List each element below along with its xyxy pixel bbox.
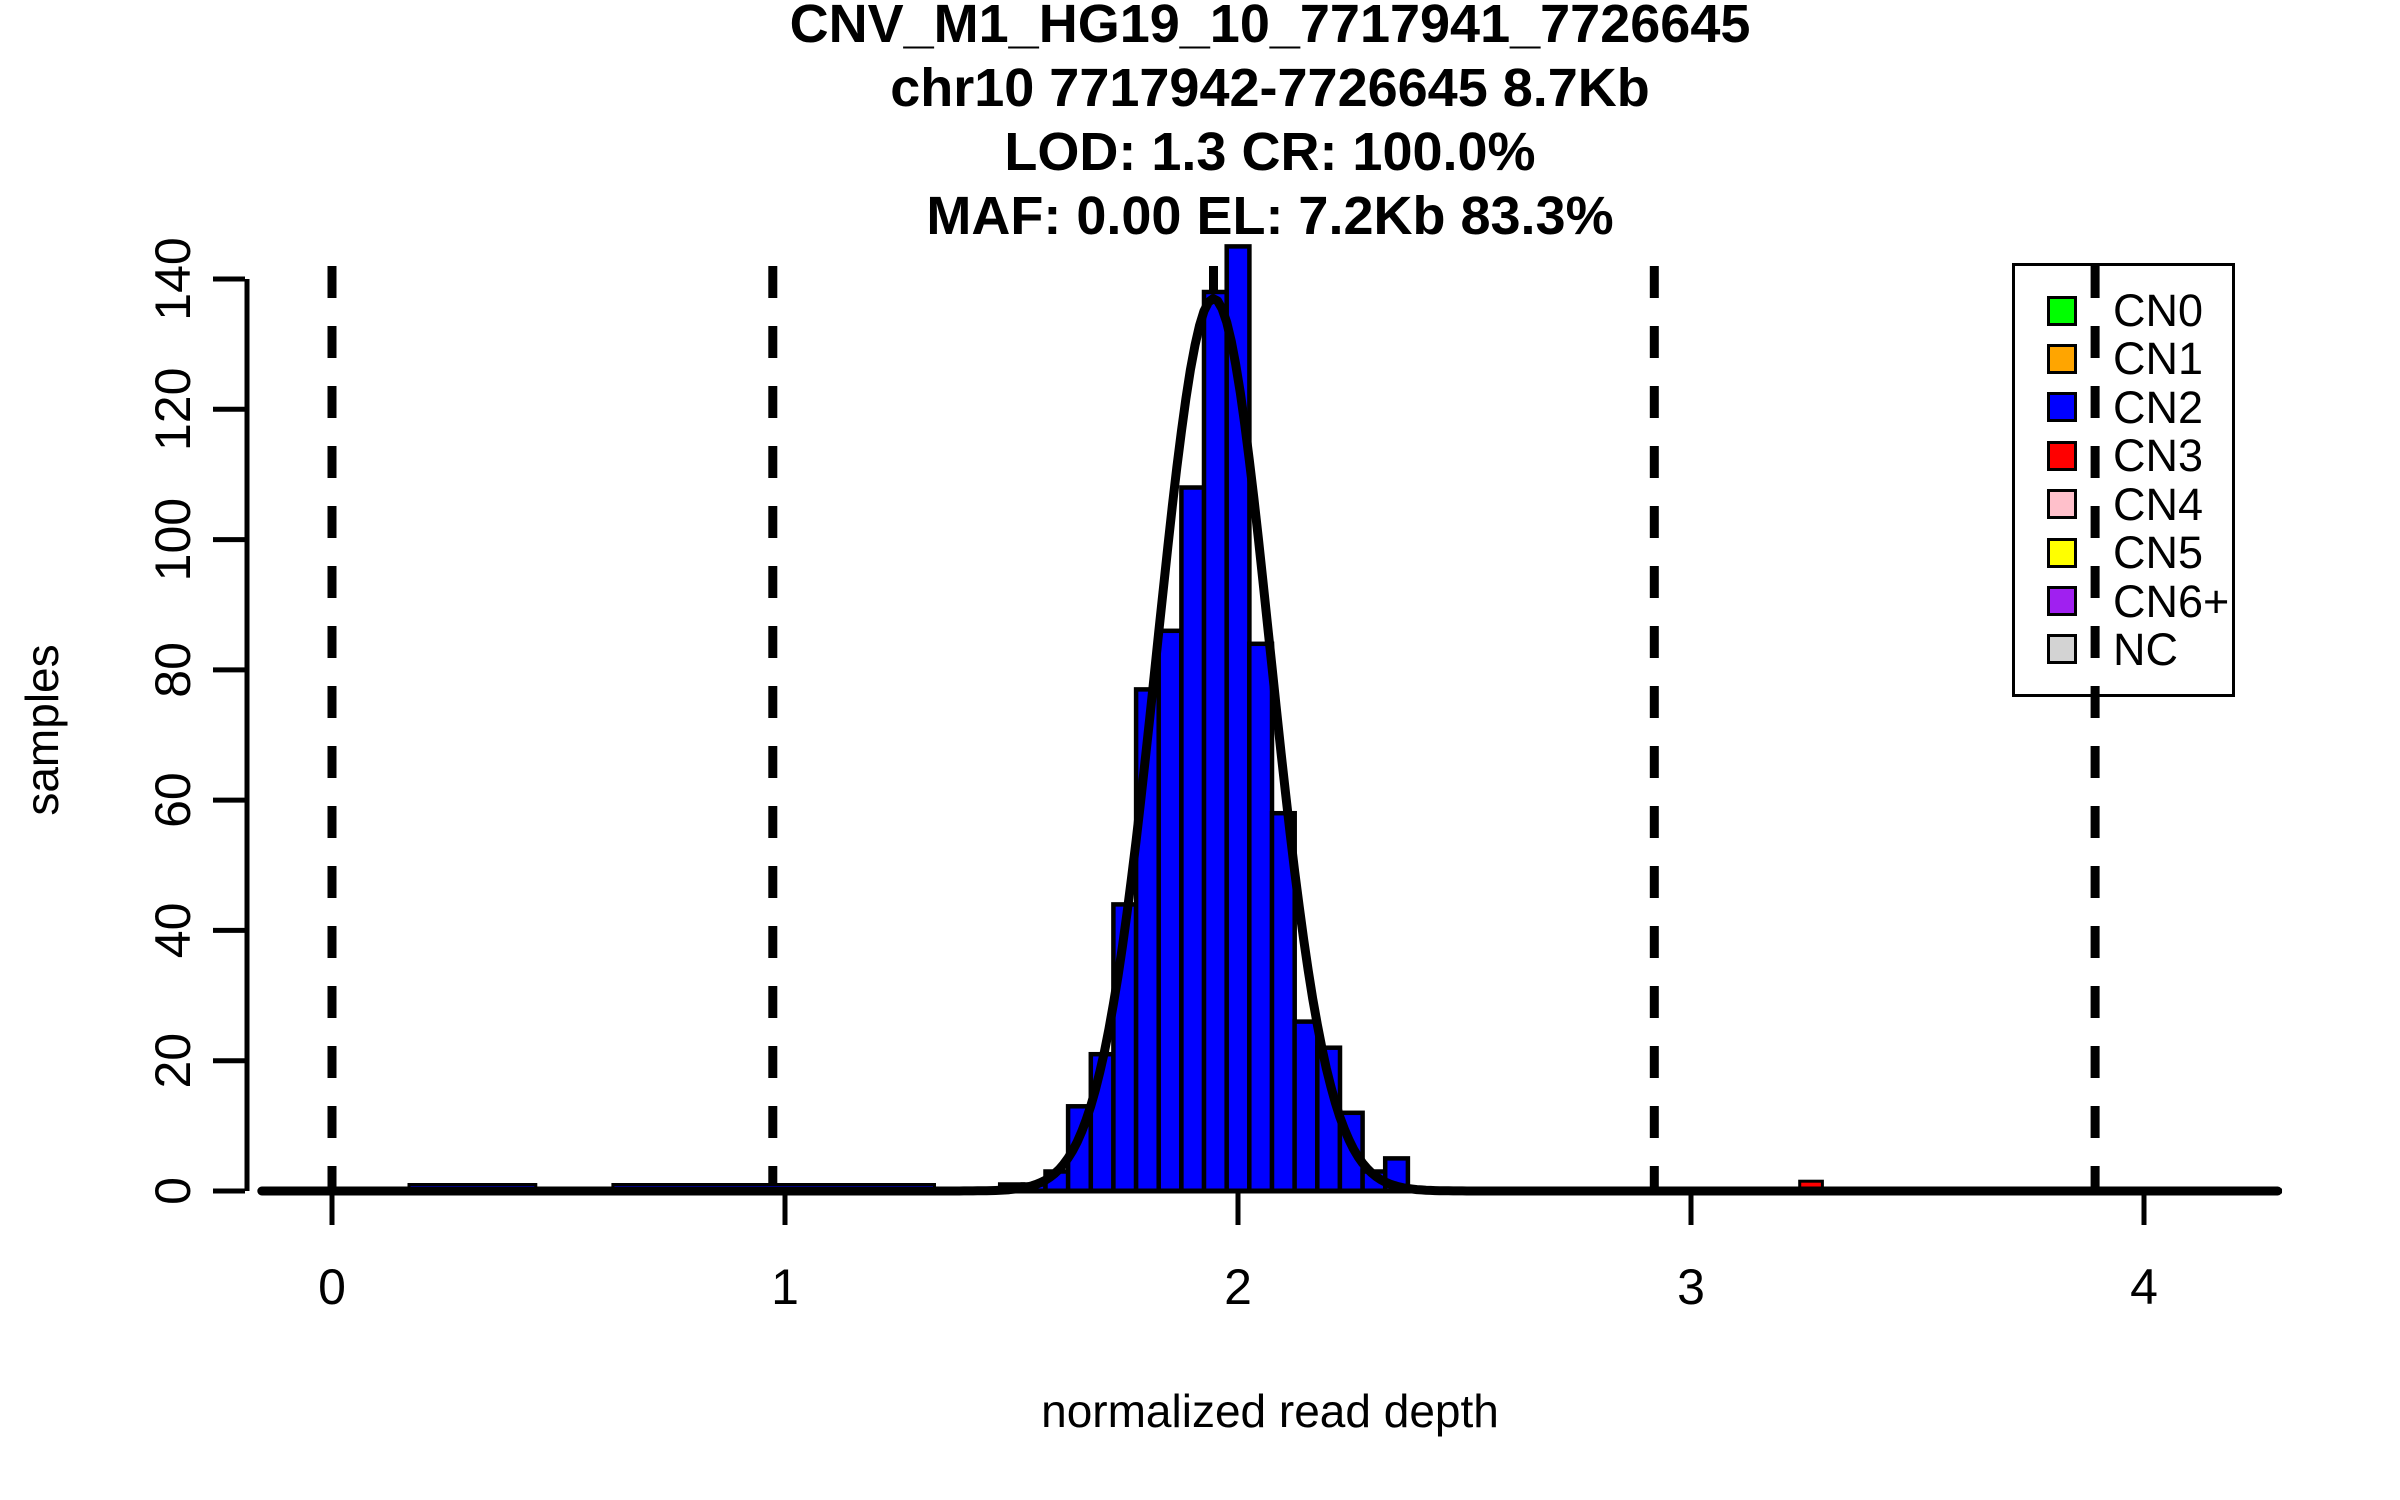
legend-label: CN4 xyxy=(2113,478,2204,530)
legend-label: CN0 xyxy=(2113,285,2204,336)
title-line-4: MAF: 0.00 EL: 7.2Kb 83.3% xyxy=(926,186,1614,246)
legend-swatch xyxy=(2047,489,2077,520)
legend-item-cn4: CN4 xyxy=(2015,482,2232,527)
legend-label: CN1 xyxy=(2113,333,2204,385)
legend-label: NC xyxy=(2113,623,2178,675)
legend-swatch xyxy=(2047,343,2077,374)
legend-item-cn6plus: CN6+ xyxy=(2015,579,2232,624)
y-tick-label: 100 xyxy=(145,498,201,581)
title-line-1: CNV_M1_HG19_10_7717941_7726645 xyxy=(789,0,1751,54)
legend-label: CN5 xyxy=(2113,527,2204,579)
y-tick-label: 120 xyxy=(145,368,201,451)
legend-swatch xyxy=(2047,392,2077,423)
y-tick-label: 140 xyxy=(145,237,201,320)
legend-swatch xyxy=(2047,440,2077,471)
legend-item-cn3: CN3 xyxy=(2015,433,2232,478)
plot-title-block: CNV_M1_HG19_10_7717941_7726645 chr10 771… xyxy=(258,0,2282,248)
x-tick-label: 4 xyxy=(2130,1259,2158,1315)
legend-label: CN6+ xyxy=(2113,575,2230,627)
x-tick-label: 1 xyxy=(771,1259,799,1315)
legend-item-nc: NC xyxy=(2015,627,2232,672)
legend-label: CN3 xyxy=(2113,430,2204,482)
y-tick-label: 20 xyxy=(145,1033,201,1089)
legend-item-cn2: CN2 xyxy=(2015,385,2232,430)
y-tick-label: 40 xyxy=(145,903,201,959)
legend: CN0 CN1 CN2 CN3 CN4 CN5 CN6+ NC xyxy=(2012,263,2235,697)
y-tick-label: 60 xyxy=(145,772,201,828)
x-tick-label: 2 xyxy=(1224,1259,1252,1315)
y-axis-title: samples xyxy=(16,644,68,816)
legend-swatch xyxy=(2047,537,2077,568)
legend-item-cn0: CN0 xyxy=(2015,288,2232,333)
histogram-bar xyxy=(1156,628,1184,1194)
legend-swatch xyxy=(2047,295,2077,326)
title-line-3: LOD: 1.3 CR: 100.0% xyxy=(1004,122,1536,182)
x-tick-label: 0 xyxy=(318,1259,346,1315)
y-tick-label: 80 xyxy=(145,642,201,698)
x-tick-label: 3 xyxy=(1677,1259,1705,1315)
title-line-2: chr10 7717942-7726645 8.7Kb xyxy=(890,58,1650,118)
y-tick-label: 0 xyxy=(145,1177,201,1205)
legend-item-cn1: CN1 xyxy=(2015,336,2232,381)
histogram-bar xyxy=(1247,641,1275,1194)
legend-swatch xyxy=(2047,634,2077,665)
legend-item-cn5: CN5 xyxy=(2015,530,2232,575)
x-axis-title: normalized read depth xyxy=(1041,1385,1499,1437)
histogram-bar xyxy=(1201,289,1229,1194)
histogram-bar xyxy=(1292,1019,1320,1194)
histogram-bar xyxy=(1179,485,1207,1194)
legend-swatch xyxy=(2047,586,2077,617)
legend-label: CN2 xyxy=(2113,381,2204,433)
